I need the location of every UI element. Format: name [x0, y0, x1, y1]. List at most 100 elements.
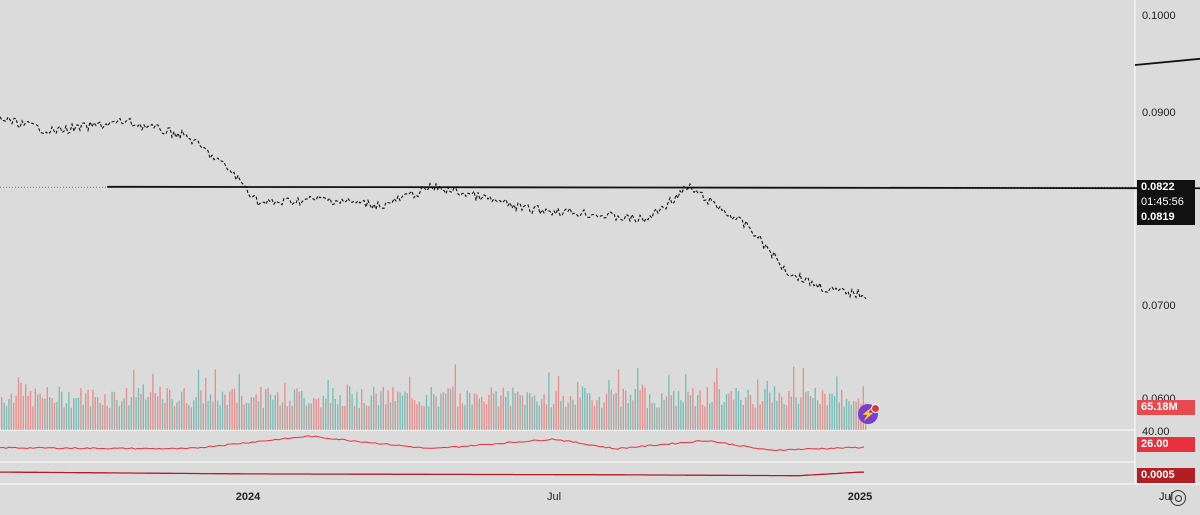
volume-bar	[483, 401, 485, 430]
volume-bar	[572, 399, 574, 430]
volume-bar	[776, 400, 778, 430]
volume-bar	[193, 400, 195, 430]
price-series-line	[0, 116, 867, 300]
volume-bar	[310, 403, 312, 430]
volume-bar	[303, 398, 305, 430]
volume-bar	[788, 391, 790, 430]
volume-bar	[613, 394, 615, 430]
volume-bar	[20, 382, 22, 430]
volume-bar	[212, 401, 214, 430]
volume-bar	[632, 400, 634, 430]
volume-bar	[257, 401, 260, 430]
volume-bar	[601, 407, 603, 430]
volume-bar	[845, 398, 848, 430]
volume-bar	[8, 399, 10, 430]
volume-bar	[620, 406, 622, 430]
volume-bar	[39, 393, 41, 430]
volume-bar	[363, 403, 365, 430]
volume-bar	[577, 382, 579, 430]
volume-bar	[769, 392, 771, 430]
volume-bar	[106, 405, 108, 430]
volume-bar	[740, 399, 742, 430]
volume-bar	[423, 406, 425, 430]
volume-bar	[200, 390, 202, 430]
volume-bar	[121, 401, 123, 430]
volume-bar	[231, 389, 233, 430]
volume-bar	[555, 390, 557, 430]
volume-bar	[73, 398, 75, 430]
volume-bar	[301, 390, 303, 430]
volume-bar	[639, 390, 641, 430]
volume-bar	[485, 404, 488, 430]
volume-bar	[185, 403, 188, 430]
volume-bar	[430, 387, 432, 430]
volume-bar	[519, 395, 521, 430]
volume-bar	[574, 404, 576, 430]
volume-bar	[445, 393, 447, 430]
volume-bar	[262, 407, 264, 430]
volume-bar	[836, 376, 838, 430]
volume-bar	[800, 397, 802, 430]
volume-bar	[202, 403, 204, 430]
volume-bar	[217, 400, 219, 430]
volume-bar	[104, 394, 106, 430]
volume-bar	[135, 397, 137, 430]
volume-bar	[757, 379, 759, 430]
volume-bar	[596, 400, 598, 430]
volume-bar	[289, 400, 291, 430]
volume-bar	[817, 400, 819, 430]
volume-bar	[375, 393, 377, 430]
volume-bar	[125, 388, 128, 430]
volume-bar	[716, 368, 718, 430]
volume-bar	[272, 399, 274, 430]
volume-bar	[526, 392, 528, 430]
volume-bar	[502, 387, 504, 430]
volume-bar	[466, 390, 468, 430]
volume-bar	[610, 389, 612, 430]
volume-bar	[380, 391, 382, 430]
volume-bar	[437, 406, 440, 430]
volume-bar	[718, 389, 720, 430]
volume-bar	[591, 400, 593, 430]
volume-bar	[75, 398, 77, 430]
volume-bar	[394, 401, 396, 430]
volume-bar	[476, 394, 478, 430]
volume-bar	[831, 393, 833, 430]
volume-bar	[406, 392, 408, 430]
volume-bar	[773, 386, 776, 430]
volume-bar	[802, 367, 804, 430]
volume-tag: 65.18M	[1137, 400, 1195, 415]
volume-bar	[812, 398, 814, 430]
indicator-1-tag: 26.00	[1137, 437, 1195, 452]
volume-bar	[663, 399, 665, 430]
volume-bar	[562, 396, 564, 430]
time-tick-label: Jul	[1159, 491, 1173, 503]
volume-bar	[284, 382, 286, 430]
resistance-line	[107, 185, 1200, 190]
volume-bar	[704, 406, 706, 430]
volume-bar	[183, 388, 185, 430]
volume-bar	[790, 396, 792, 430]
volume-bar	[593, 405, 596, 430]
volume-bar	[397, 391, 399, 430]
volume-bar	[149, 392, 152, 430]
volume-bar	[656, 407, 658, 430]
volume-bar	[473, 393, 476, 430]
volume-bar	[855, 401, 857, 430]
volume-bar	[529, 392, 531, 430]
volume-bar	[641, 384, 644, 430]
volume-bar	[286, 406, 288, 430]
volume-bar	[694, 406, 696, 430]
volume-bar	[327, 379, 329, 430]
volume-bar	[92, 389, 94, 430]
gear-icon[interactable]	[1170, 490, 1186, 506]
volume-bar	[524, 404, 526, 430]
volume-bar	[833, 396, 836, 430]
volume-bar	[517, 391, 519, 430]
volume-bar	[82, 404, 84, 430]
volume-bar	[53, 402, 56, 430]
volume-bar	[274, 394, 276, 430]
volume-bar	[785, 405, 788, 430]
